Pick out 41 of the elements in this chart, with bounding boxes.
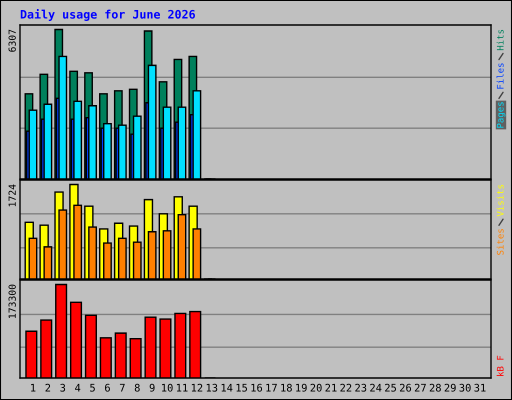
x-tick-label: 27 — [414, 384, 426, 392]
x-tick-label: 14 — [222, 384, 232, 392]
text: Files — [496, 63, 504, 89]
x-tick-label: 6 — [105, 384, 110, 392]
text: 173300 — [8, 284, 16, 318]
chart-title: Daily usage for June 2026 — [20, 9, 195, 21]
text: Sites — [496, 229, 504, 255]
x-tick-label: 12 — [192, 384, 202, 392]
x-tick-label: 2 — [46, 384, 50, 392]
x-tick-label: 10 — [162, 384, 173, 392]
x-tick-label: 7 — [120, 384, 125, 392]
x-tick-label: 8 — [134, 384, 140, 392]
text: Hits — [496, 30, 504, 50]
x-tick-label: 31 — [474, 384, 486, 392]
x-tick-label: 9 — [150, 384, 155, 392]
x-tick-label: 20 — [310, 384, 322, 392]
x-tick-label: 15 — [236, 384, 248, 392]
text: 6307 — [8, 30, 16, 52]
x-tick-label: 26 — [400, 384, 412, 392]
text: kB F — [496, 356, 504, 376]
x-tick-label: 18 — [281, 384, 292, 392]
x-tick-label: 16 — [251, 384, 262, 392]
x-tick-label: 22 — [340, 384, 352, 392]
x-tick-label: 25 — [385, 384, 396, 392]
x-tick-label: 4 — [75, 384, 80, 392]
x-tick-label: 21 — [325, 384, 337, 392]
x-tick-label: 24 — [370, 384, 382, 392]
x-tick-label: 11 — [176, 384, 188, 392]
x-tick-label: 19 — [296, 384, 307, 392]
x-tick-label: 23 — [355, 384, 366, 392]
x-tick-label: 3 — [60, 384, 66, 392]
text: Pages — [496, 102, 506, 128]
x-tick-label: 1 — [31, 384, 36, 392]
x-tick-label: 29 — [444, 384, 456, 392]
x-tick-label: 13 — [206, 384, 218, 392]
x-tick-label: 30 — [460, 384, 471, 392]
x-tick-label: 28 — [430, 384, 441, 392]
x-tick-label: 17 — [266, 384, 277, 392]
text: Visits — [496, 184, 504, 216]
text: 1724 — [8, 184, 16, 206]
x-tick-label: 5 — [90, 384, 95, 392]
